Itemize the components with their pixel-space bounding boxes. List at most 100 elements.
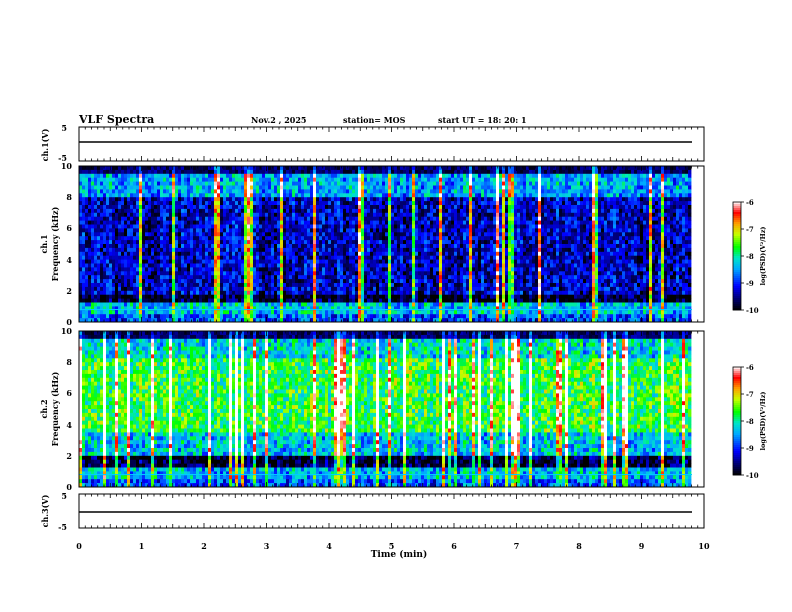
spectrogram-cell (385, 290, 389, 296)
spectrogram-cell (106, 314, 110, 319)
spectrogram-cell (187, 318, 191, 323)
spectrogram-cell (427, 271, 431, 276)
spectrogram-cell (346, 294, 350, 299)
spectrogram-cell (376, 197, 380, 202)
spectrogram-cell (376, 181, 380, 186)
spectrogram-cell (190, 173, 194, 179)
spectrogram-cell (154, 220, 158, 225)
spectrogram-cell (418, 166, 422, 171)
spectrogram-cell (409, 267, 413, 272)
spectrogram-cell (370, 294, 374, 299)
spectrogram-cell (241, 193, 245, 198)
spectrogram-cell (130, 236, 134, 241)
spectrogram-cell (427, 255, 431, 260)
spectrogram-cell (349, 169, 353, 175)
spectrogram-cell (178, 290, 182, 296)
spectrogram-cell (169, 181, 173, 186)
spectrogram-cell (292, 193, 296, 198)
spectrogram-cell (379, 236, 383, 241)
spectrogram-cell (163, 181, 167, 186)
spectrogram-cell (313, 310, 317, 315)
spectrogram-cell (328, 197, 332, 202)
spectrogram-cell (427, 290, 431, 296)
spectrogram-cell (268, 314, 272, 319)
spectrogram-cell (397, 290, 401, 296)
spectrogram-cell (253, 255, 257, 260)
spectrogram-cell (184, 279, 188, 284)
spectrogram-cell (430, 251, 434, 257)
spectrogram-cell (226, 193, 230, 198)
spectrogram-cell (124, 267, 128, 272)
spectrogram-cell (352, 255, 356, 260)
spectrogram-cell (229, 212, 233, 218)
spectrogram-cell (370, 166, 374, 171)
spectrogram-cell (397, 298, 401, 303)
spectrogram-cell (289, 189, 293, 194)
spectrogram-cell (322, 259, 326, 264)
spectrogram-cell (217, 251, 221, 257)
spectrogram-cell (115, 232, 119, 237)
spectrogram-cell (118, 224, 122, 229)
spectrogram-cell (220, 302, 224, 307)
spectrogram-cell (364, 224, 368, 229)
spectrogram-cell (118, 169, 122, 175)
spectrogram-cell (235, 197, 239, 202)
spectrogram-cell (421, 208, 425, 214)
spectrogram-cell (316, 247, 320, 253)
spectrogram-cell (199, 251, 203, 257)
spectrogram-cell (109, 197, 113, 202)
spectrogram-cell (121, 189, 125, 194)
spectrogram-cell (217, 220, 221, 225)
spectrogram-cell (184, 216, 188, 221)
spectrogram-cell (247, 318, 251, 323)
spectrogram-cell (148, 244, 152, 249)
spectrogram-cell (223, 247, 227, 253)
spectrogram-cell (247, 181, 251, 186)
spectrogram-cell (259, 247, 263, 253)
spectrogram-cell (337, 205, 341, 210)
spectrogram-cell (256, 244, 260, 249)
spectrogram-cell (268, 306, 272, 311)
spectrogram-cell (154, 255, 158, 260)
spectrogram-cell (418, 314, 422, 319)
spectrogram-cell (250, 271, 254, 276)
spectrogram-cell (226, 212, 230, 218)
spectrogram-cell (187, 177, 191, 182)
spectrogram-cell (106, 244, 110, 249)
spectrogram-cell (415, 255, 419, 260)
spectrogram-cell (433, 201, 437, 206)
spectrogram-cell (187, 279, 191, 284)
spectrogram-cell (391, 240, 395, 245)
spectrogram-cell (349, 201, 353, 206)
spectrogram-cell (226, 271, 230, 276)
spectrogram-cell (124, 189, 128, 194)
spectrogram-cell (88, 294, 92, 299)
spectrogram-cell (265, 216, 269, 221)
spectrogram-cell (307, 220, 311, 225)
spectrogram-cell (94, 244, 98, 249)
spectrogram-cell (424, 255, 428, 260)
spectrogram-cell (142, 283, 146, 288)
spectrogram-cell (205, 251, 209, 257)
spectrogram-cell (319, 255, 323, 260)
spectrogram-cell (88, 228, 92, 233)
spectrogram-cell (118, 259, 122, 264)
spectrogram-cell (133, 244, 137, 249)
spectrogram-cell (298, 216, 302, 221)
spectrogram-cell (391, 286, 395, 292)
spectrogram-cell (430, 247, 434, 253)
spectrogram-cell (235, 169, 239, 175)
spectrogram-cell (244, 220, 248, 225)
spectrogram-cell (211, 247, 215, 253)
spectrogram-cell (220, 294, 224, 299)
spectrogram-cell (256, 201, 260, 206)
spectrogram-cell (214, 208, 218, 214)
spectrogram-cell (301, 216, 305, 221)
spectrogram-cell (280, 220, 284, 225)
spectrogram-cell (409, 275, 413, 280)
spectrogram-cell (115, 294, 119, 299)
spectrogram-cell (130, 224, 134, 229)
spectrogram-cell (103, 306, 107, 311)
spectrogram-cell (229, 201, 233, 206)
spectrogram-cell (385, 294, 389, 299)
